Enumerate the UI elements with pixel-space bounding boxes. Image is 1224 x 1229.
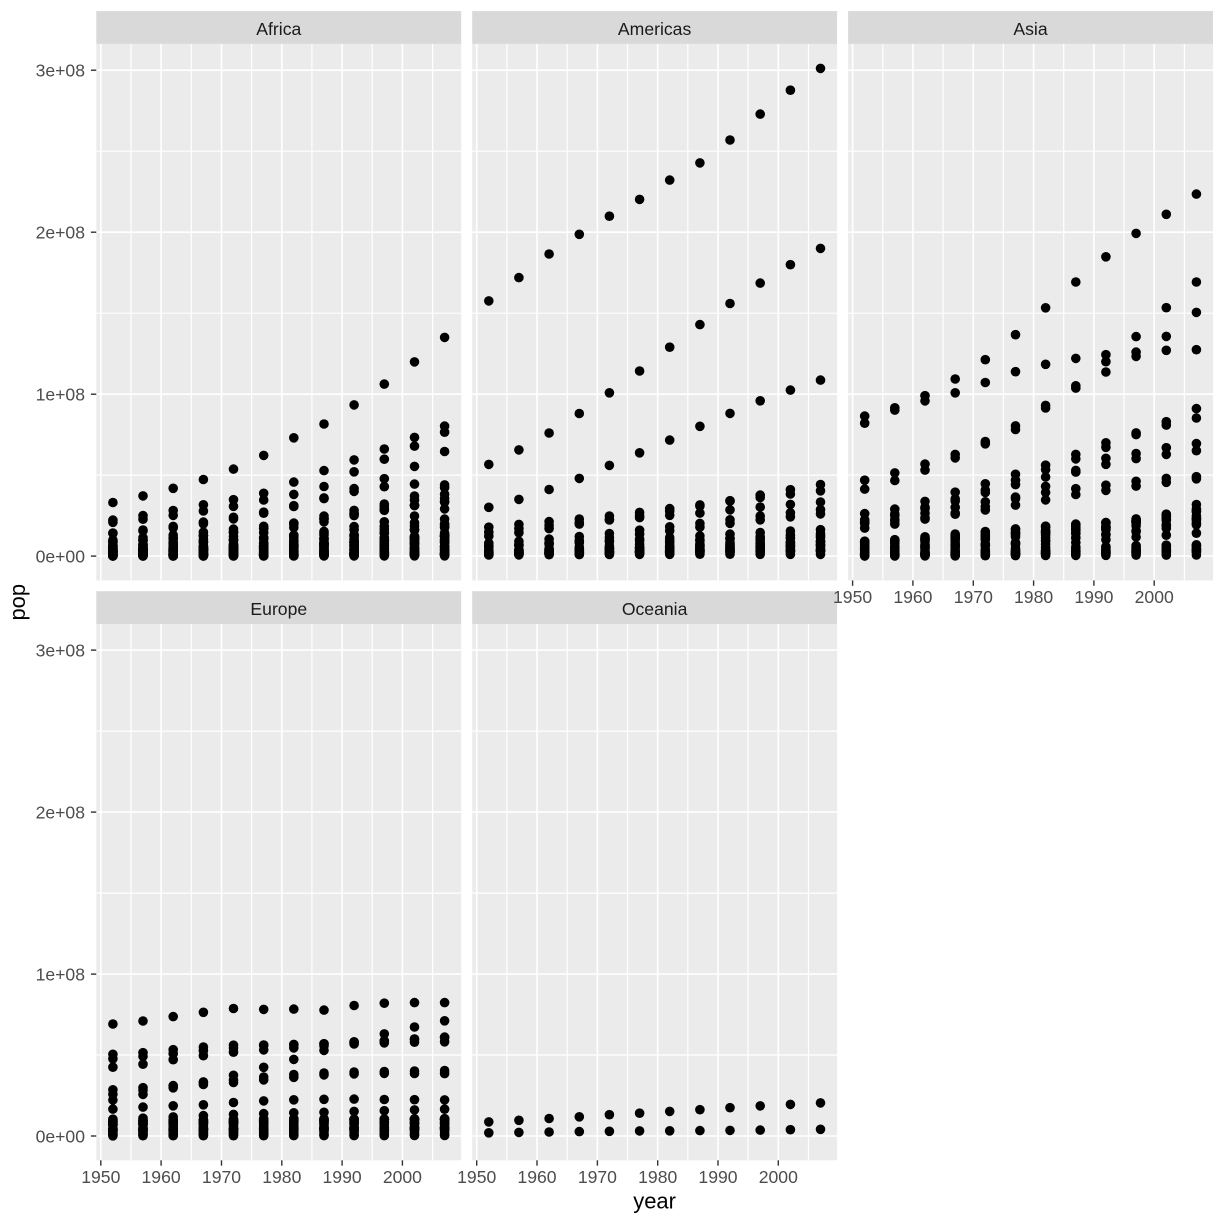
svg-text:1980: 1980: [638, 1167, 677, 1187]
svg-text:Oceania: Oceania: [622, 599, 688, 619]
svg-text:0e+00: 0e+00: [36, 1126, 86, 1146]
svg-text:1990: 1990: [323, 1167, 362, 1187]
svg-text:1980: 1980: [1014, 587, 1053, 607]
svg-text:1950: 1950: [81, 1167, 120, 1187]
svg-text:Africa: Africa: [256, 19, 301, 39]
svg-text:1960: 1960: [142, 1167, 181, 1187]
svg-text:2000: 2000: [383, 1167, 422, 1187]
svg-text:year: year: [633, 1188, 676, 1213]
svg-text:1960: 1960: [893, 587, 932, 607]
svg-text:3e+08: 3e+08: [36, 61, 86, 81]
svg-text:Asia: Asia: [1013, 19, 1047, 39]
svg-text:1e+08: 1e+08: [36, 385, 86, 405]
svg-text:pop: pop: [5, 584, 30, 621]
svg-text:1970: 1970: [202, 1167, 241, 1187]
svg-text:Europe: Europe: [250, 599, 307, 619]
svg-text:1950: 1950: [457, 1167, 496, 1187]
svg-text:3e+08: 3e+08: [36, 640, 86, 660]
svg-text:1950: 1950: [833, 587, 872, 607]
svg-text:1970: 1970: [578, 1167, 617, 1187]
svg-text:1980: 1980: [262, 1167, 301, 1187]
svg-text:1970: 1970: [954, 587, 993, 607]
svg-text:Americas: Americas: [618, 19, 692, 39]
svg-text:2000: 2000: [759, 1167, 798, 1187]
svg-text:2e+08: 2e+08: [36, 223, 86, 243]
svg-text:1e+08: 1e+08: [36, 964, 86, 984]
svg-text:1990: 1990: [1074, 587, 1113, 607]
svg-text:0e+00: 0e+00: [36, 546, 86, 566]
svg-text:2e+08: 2e+08: [36, 802, 86, 822]
svg-text:1960: 1960: [517, 1167, 556, 1187]
svg-text:1990: 1990: [698, 1167, 737, 1187]
svg-text:2000: 2000: [1135, 587, 1174, 607]
